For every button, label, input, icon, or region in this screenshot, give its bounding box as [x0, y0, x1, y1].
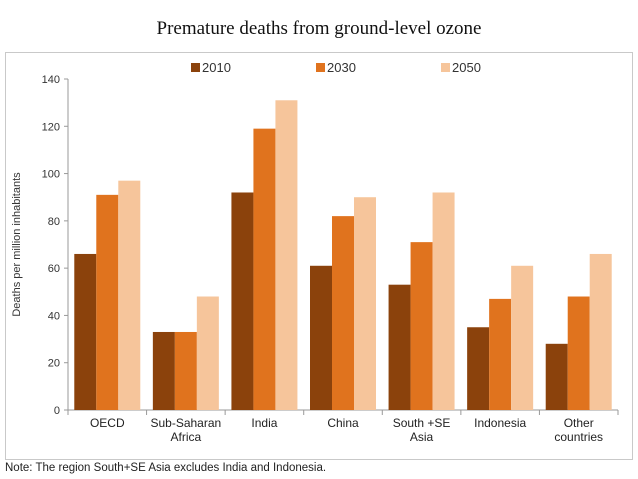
bar-2010	[467, 327, 490, 410]
legend-swatch-2050	[441, 63, 450, 72]
bar-2030	[253, 128, 276, 410]
x-category-label: Africa	[171, 430, 202, 444]
y-tick-label: 40	[48, 310, 60, 322]
y-tick-label: 120	[42, 121, 60, 133]
bar-2050	[589, 253, 612, 410]
bar-2030	[567, 296, 590, 410]
x-category-label: India	[251, 416, 277, 430]
x-category-label: Sub-Saharan	[150, 416, 221, 430]
x-category-label: OECD	[90, 416, 125, 430]
x-category-label: Indonesia	[474, 416, 526, 430]
bar-2030	[410, 242, 433, 410]
bar-2030	[489, 298, 512, 410]
bar-2010	[74, 253, 97, 410]
bar-2030	[174, 331, 197, 410]
bar-2010	[152, 331, 175, 410]
y-tick-label: 80	[48, 216, 60, 228]
legend-swatch-2030	[316, 63, 325, 72]
legend-label-2010: 2010	[202, 60, 231, 75]
y-tick-label: 100	[42, 169, 60, 181]
bar-2050	[511, 265, 534, 410]
y-axis-title: Deaths per million inhabitants	[11, 172, 23, 317]
y-tick-label: 0	[54, 405, 60, 417]
legend-swatch-2010	[191, 63, 200, 72]
y-tick-label: 20	[48, 358, 60, 370]
bar-2010	[545, 343, 568, 410]
x-category-label: Other	[564, 416, 594, 430]
y-tick-label: 60	[48, 263, 60, 275]
bar-2050	[354, 197, 376, 410]
x-category-label: China	[327, 416, 359, 430]
chart-title: Premature deaths from ground-level ozone	[156, 18, 482, 39]
y-tick-label: 140	[42, 74, 60, 86]
legend-label-2050: 2050	[452, 60, 481, 75]
bar-2010	[388, 284, 411, 410]
bar-chart: 0 20 40 60 80 100 120 140 Deaths per million inh…	[11, 60, 619, 444]
bar-2050	[196, 296, 219, 410]
footnote: Note: The region South+SE Asia excludes …	[5, 462, 327, 474]
x-category-label: Asia	[410, 430, 434, 444]
bar-2050	[118, 180, 141, 410]
bar-2030	[332, 216, 354, 410]
x-category-label: countries	[554, 430, 603, 444]
bar-2010	[310, 265, 332, 410]
bar-2010	[231, 192, 254, 410]
bar-2030	[96, 194, 119, 410]
bar-2050	[275, 100, 298, 411]
legend-label-2030: 2030	[327, 60, 356, 75]
bar-2050	[432, 192, 455, 410]
chart-frame: 0 20 40 60 80 100 120 140 Deaths per million inh…	[5, 52, 633, 460]
x-category-label: South +SE	[393, 416, 451, 430]
